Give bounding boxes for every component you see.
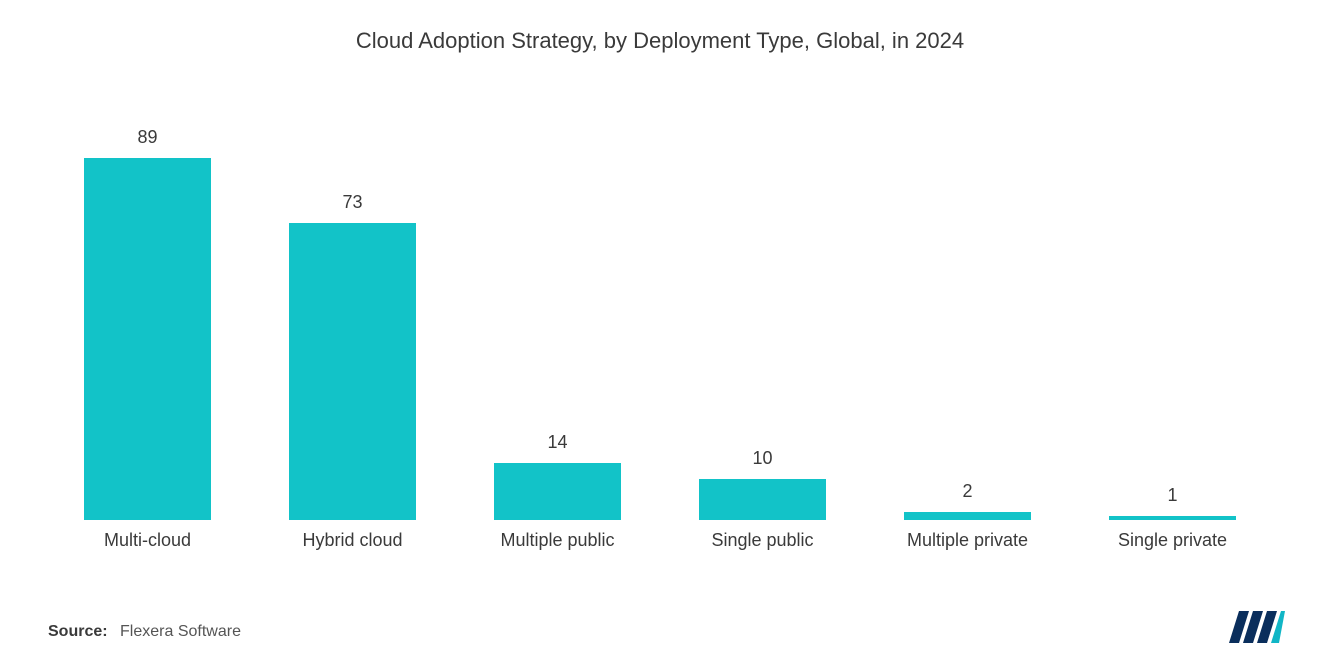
bar — [699, 479, 826, 520]
bar-chart-plot-area: 89Multi-cloud73Hybrid cloud14Multiple pu… — [45, 120, 1275, 520]
bar-value-label: 10 — [752, 448, 772, 469]
bar-category-label: Multiple public — [455, 520, 660, 551]
bar-category-label: Single public — [660, 520, 865, 551]
bar-category-label: Single private — [1070, 520, 1275, 551]
chart-title: Cloud Adoption Strategy, by Deployment T… — [0, 0, 1320, 54]
bar-category-label: Multi-cloud — [45, 520, 250, 551]
bar-value-label: 14 — [547, 432, 567, 453]
source-footer: Source: Flexera Software — [48, 623, 241, 641]
bar — [904, 512, 1031, 520]
source-name: Flexera Software — [120, 623, 241, 640]
bar — [289, 223, 416, 520]
bar-value-label: 1 — [1167, 485, 1177, 506]
source-label: Source: — [48, 623, 108, 640]
bar — [84, 158, 211, 520]
bar — [494, 463, 621, 520]
bar-value-label: 73 — [342, 192, 362, 213]
bar-category-label: Multiple private — [865, 520, 1070, 551]
bar-value-label: 2 — [962, 481, 972, 502]
brand-logo — [1229, 609, 1285, 647]
bar-category-label: Hybrid cloud — [250, 520, 455, 551]
bar-value-label: 89 — [137, 127, 157, 148]
